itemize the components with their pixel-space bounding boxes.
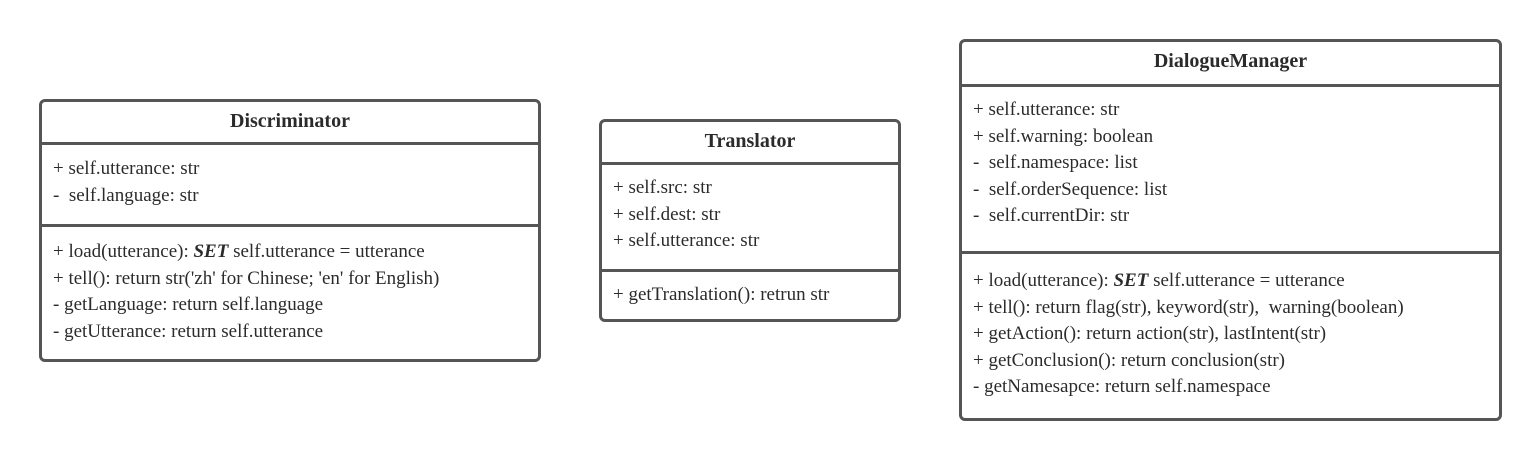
attribute-row: - self.orderSequence: list: [973, 178, 1168, 200]
operation-row: + tell(): return str('zh' for Chinese; '…: [53, 267, 440, 289]
operation-row: - getNamesapce: return self.namespace: [973, 376, 1271, 397]
class-box-translator: Translator + self.src: str + self.dest: …: [599, 119, 901, 322]
class-name: DialogueManager: [962, 42, 1499, 87]
class-box-discriminator: Discriminator + self.utterance: str - se…: [39, 99, 541, 362]
attributes-section: + self.src: str + self.dest: str + self.…: [602, 165, 898, 272]
class-name: Translator: [602, 122, 898, 165]
attribute-row: + self.utterance: str: [53, 158, 200, 179]
operation-row: - getUtterance: return self.utterance: [53, 320, 324, 342]
operations-section: + load(utterance): SET self.utterance = …: [42, 227, 538, 345]
keyword-set: SET: [1113, 270, 1149, 291]
operation-row: + getTranslation(): retrun str: [613, 284, 830, 305]
operations-section: + load(utterance): SET self.utterance = …: [962, 254, 1499, 401]
attribute-row: - self.currentDir: str: [973, 205, 1130, 226]
attribute-row: + self.utterance: str: [973, 99, 1120, 120]
operations-section: + getTranslation(): retrun str: [602, 272, 898, 309]
operation-prefix: + load(utterance):: [53, 241, 194, 262]
class-box-dialoguemanager: DialogueManager + self.utterance: str + …: [959, 39, 1502, 421]
operation-row: + getConclusion(): return conclusion(str…: [973, 349, 1286, 371]
attributes-section: + self.utterance: str - self.language: s…: [42, 145, 538, 227]
attribute-row: + self.utterance: str: [613, 230, 760, 251]
attributes-section: + self.utterance: str + self.warning: bo…: [962, 87, 1499, 254]
operation-suffix: self.utterance = utterance: [1148, 270, 1345, 291]
attribute-row: + self.src: str: [613, 177, 712, 198]
attribute-row: + self.warning: boolean: [973, 125, 1154, 147]
class-name: Discriminator: [42, 102, 538, 145]
operation-row: + tell(): return flag(str), keyword(str)…: [973, 296, 1404, 318]
operation-suffix: self.utterance = utterance: [228, 241, 425, 262]
attribute-row: + self.dest: str: [613, 203, 721, 225]
operation-row: + getAction(): return action(str), lastI…: [973, 323, 1327, 344]
keyword-set: SET: [193, 241, 229, 262]
operation-row: + load(utterance): SET self.utterance = …: [973, 268, 1499, 295]
operation-row: - getLanguage: return self.language: [53, 294, 324, 315]
attribute-row: - self.namespace: list: [973, 152, 1138, 173]
operation-row: + load(utterance): SET self.utterance = …: [53, 239, 538, 266]
attribute-row: - self.language: str: [53, 184, 199, 206]
operation-prefix: + load(utterance):: [973, 270, 1114, 291]
